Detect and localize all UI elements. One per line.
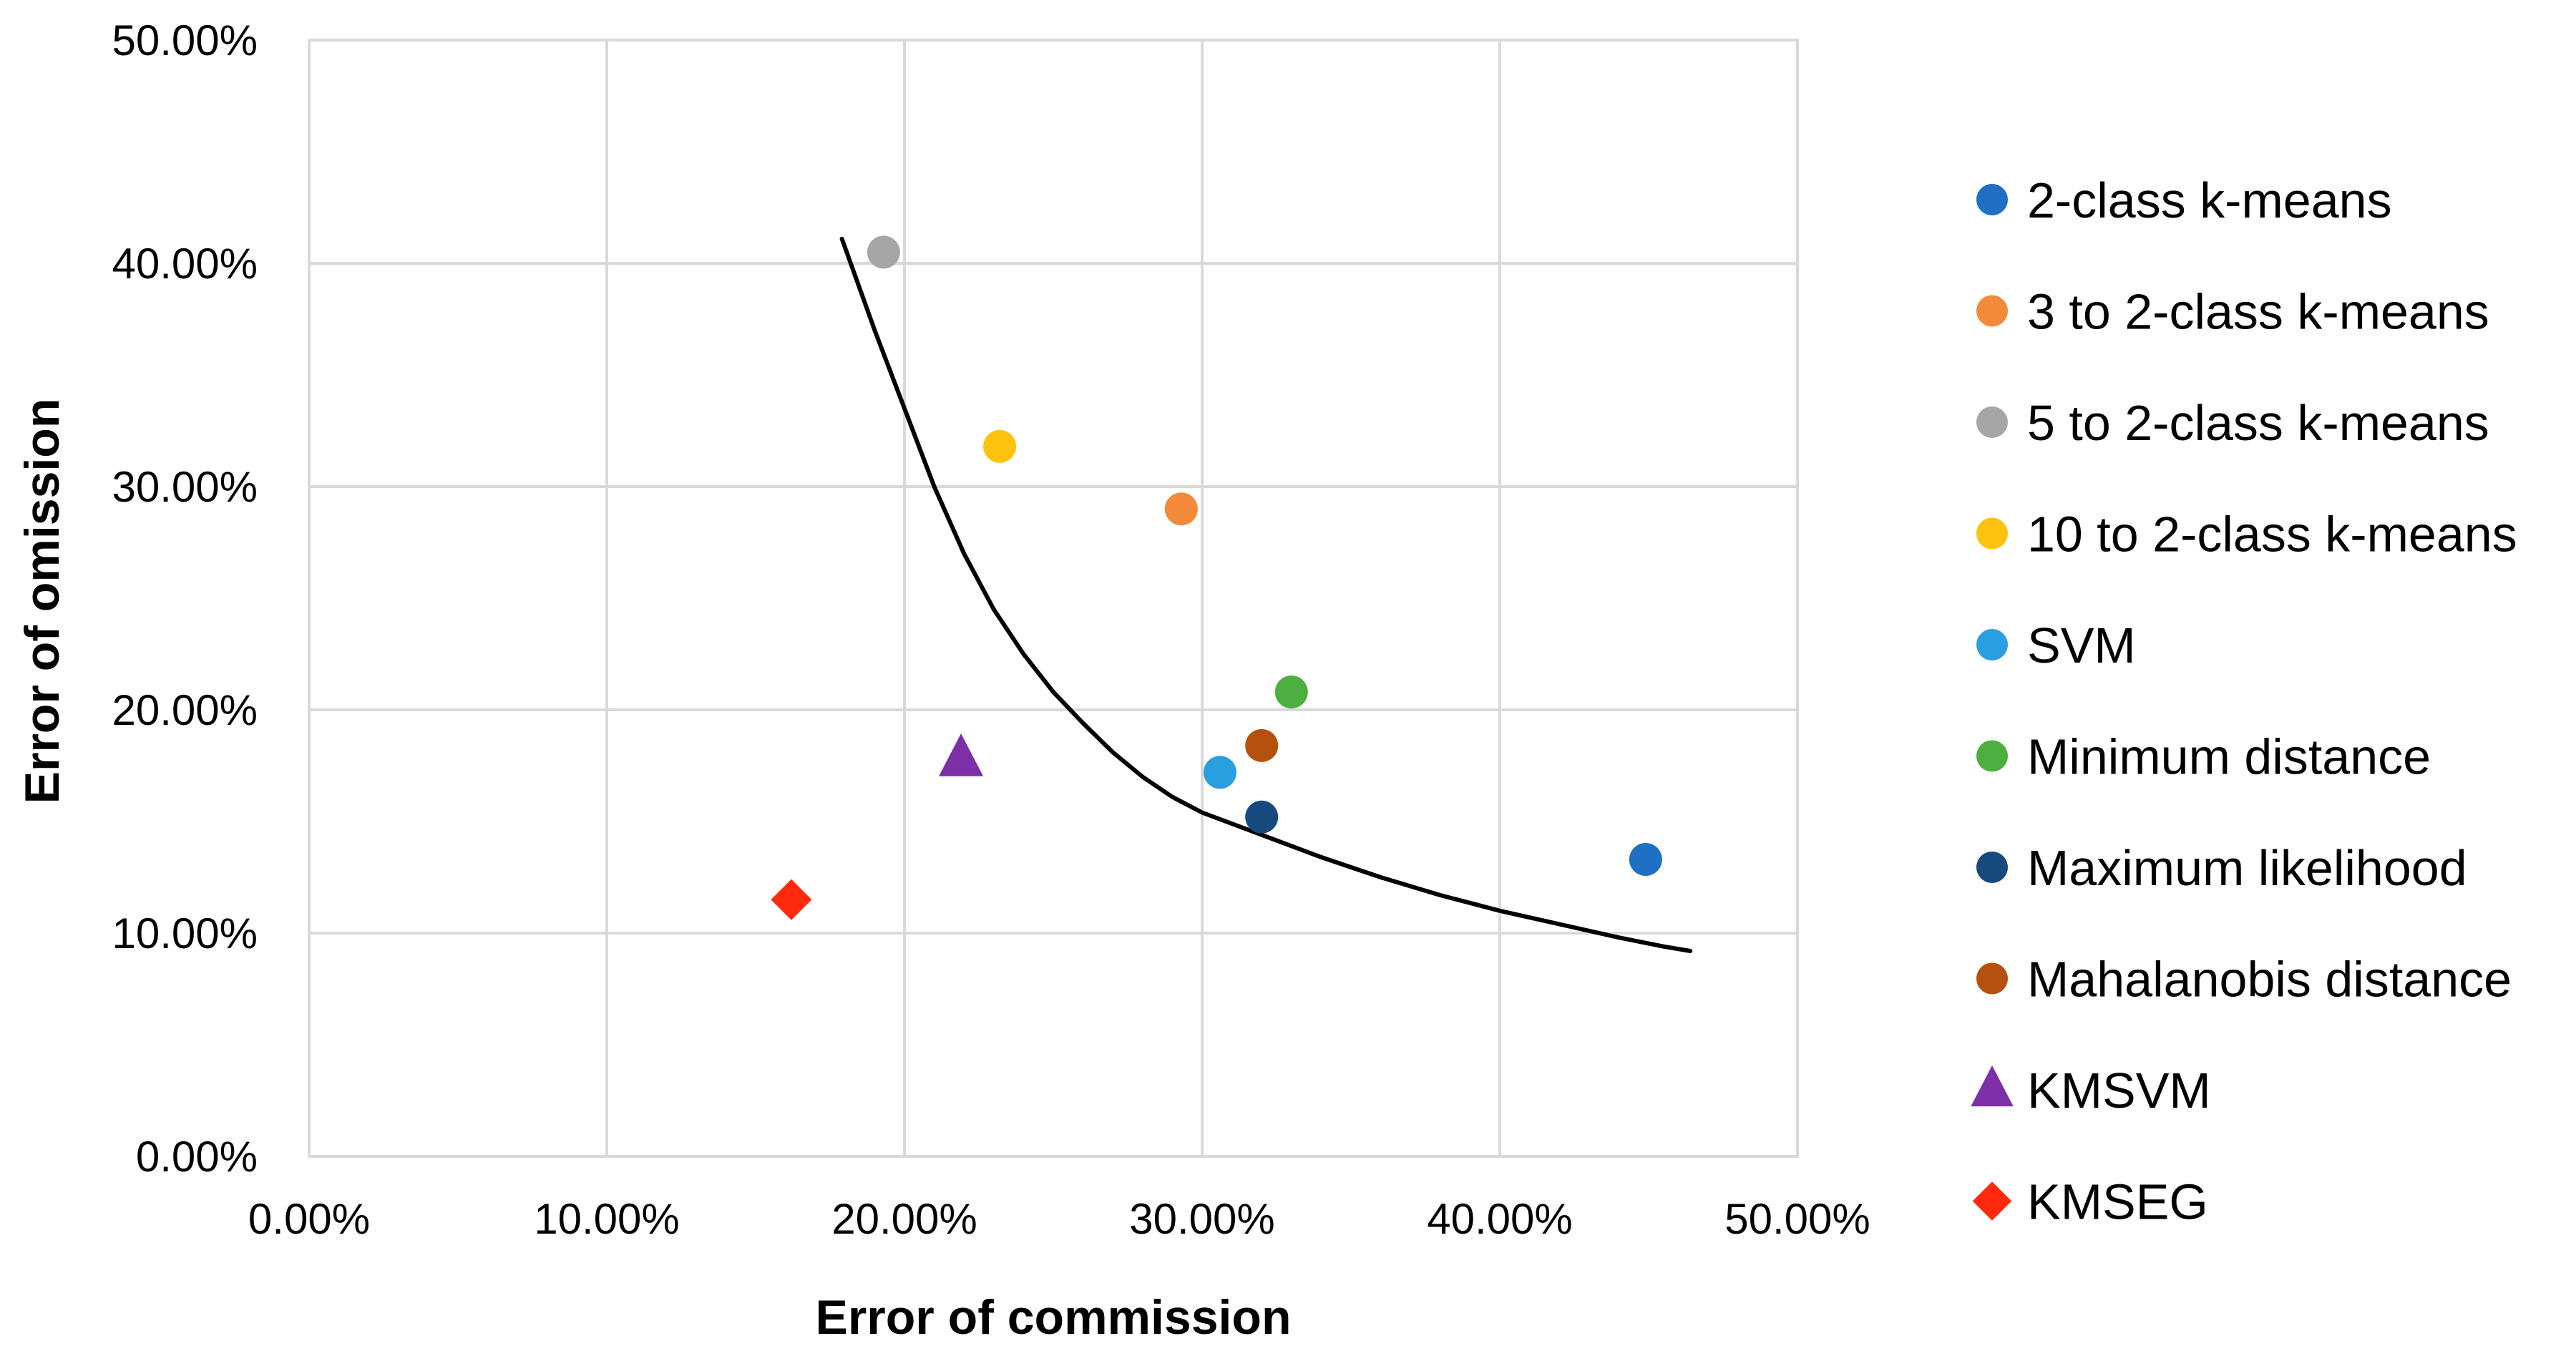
legend-label: KMSVM <box>2027 1063 2211 1118</box>
legend-label: 2-class k-means <box>2027 172 2392 228</box>
data-point-8 <box>1245 728 1279 762</box>
data-point-6 <box>1274 676 1308 709</box>
y-axis-ticks: 0.00% 10.00% 20.00% 30.00% 40.00% 50.00% <box>112 16 258 1181</box>
y-tick-label: 40.00% <box>112 240 258 288</box>
x-axis-title: Error of commission <box>815 1290 1291 1345</box>
legend-marker <box>1976 295 2008 327</box>
x-axis-ticks: 0.00% 10.00% 20.00% 30.00% 40.00% 50.00% <box>248 1195 1870 1243</box>
data-point-5 <box>1203 756 1236 789</box>
y-tick-label: 0.00% <box>136 1133 258 1181</box>
legend-label: Mahalanobis distance <box>2027 952 2512 1008</box>
legend-label: Minimum distance <box>2027 729 2431 785</box>
legend-label: SVM <box>2027 618 2136 673</box>
data-point-3 <box>867 235 900 269</box>
legend-marker <box>1976 406 2008 438</box>
x-tick-label: 50.00% <box>1724 1195 1870 1243</box>
y-axis-title: Error of omission <box>15 399 69 804</box>
legend-label: 10 to 2-class k-means <box>2027 507 2517 562</box>
trend-curve <box>839 236 1693 953</box>
legend-marker <box>1976 517 2008 550</box>
legend-marker <box>1971 1065 2014 1107</box>
legend-marker <box>1976 962 2008 995</box>
x-tick-label: 0.00% <box>248 1195 370 1243</box>
legend-label: 5 to 2-class k-means <box>2027 395 2489 451</box>
legend-marker <box>1976 184 2008 215</box>
grid-lines <box>308 39 1799 1158</box>
data-point-9 <box>938 733 984 776</box>
x-tick-label: 40.00% <box>1427 1195 1573 1243</box>
legend: 2-class k-means 3 to 2-class k-means 5 to … <box>1971 172 2517 1230</box>
x-tick-label: 30.00% <box>1129 1195 1275 1243</box>
y-tick-label: 20.00% <box>112 686 258 734</box>
plot-area-frame <box>308 39 1799 1158</box>
legend-marker <box>1972 1181 2012 1221</box>
data-point-4 <box>983 429 1017 463</box>
legend-marker <box>1976 740 2008 772</box>
legend-label: KMSEG <box>2027 1174 2208 1230</box>
legend-marker <box>1976 852 2008 883</box>
data-point-10 <box>771 879 812 920</box>
data-point-1 <box>1629 843 1662 877</box>
y-tick-label: 10.00% <box>112 909 258 957</box>
legend-label: 3 to 2-class k-means <box>2027 284 2489 340</box>
legend-label: Maximum likelihood <box>2027 840 2467 896</box>
legend-marker <box>1976 629 2008 660</box>
data-point-7 <box>1245 800 1279 834</box>
y-tick-label: 50.00% <box>112 16 258 64</box>
data-point-2 <box>1164 492 1198 526</box>
x-tick-label: 10.00% <box>534 1195 680 1243</box>
y-tick-label: 30.00% <box>112 463 258 511</box>
x-tick-label: 20.00% <box>831 1195 977 1243</box>
data-points <box>771 235 1662 920</box>
